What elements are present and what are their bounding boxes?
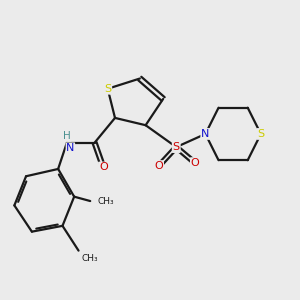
Text: CH₃: CH₃ (82, 254, 98, 262)
Text: O: O (191, 158, 200, 168)
Text: O: O (99, 163, 108, 172)
Text: CH₃: CH₃ (98, 196, 114, 206)
Text: N: N (66, 143, 75, 153)
Text: S: S (257, 129, 264, 139)
Text: S: S (173, 142, 180, 152)
Text: H: H (63, 131, 71, 141)
Text: N: N (201, 129, 210, 139)
Text: O: O (154, 161, 163, 171)
Text: S: S (104, 84, 111, 94)
